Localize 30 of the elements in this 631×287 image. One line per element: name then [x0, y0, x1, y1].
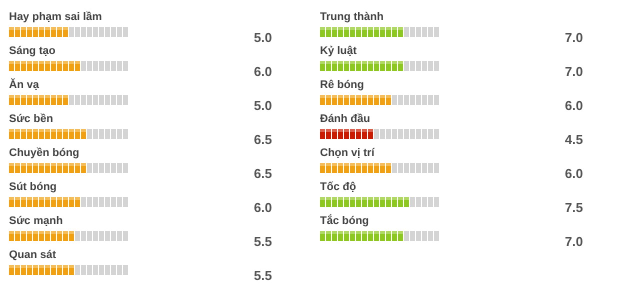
data-label: 6.0	[254, 200, 272, 215]
data-label: 4.5	[564, 132, 583, 147]
category-label: Sút bóng	[9, 181, 57, 193]
data-label: 6.0	[564, 98, 583, 113]
category-label: Tắc bóng	[320, 215, 369, 227]
category-label: Kỷ luật	[320, 45, 357, 57]
data-label: 7.0	[564, 30, 583, 45]
category-label: Hay phạm sai lầm	[9, 11, 102, 23]
data-label: 5.5	[254, 234, 272, 249]
category-label: Chuyền bóng	[9, 147, 80, 159]
data-label: 5.5	[254, 268, 272, 283]
category-label: Sức mạnh	[9, 215, 63, 227]
data-label: 6.0	[564, 166, 583, 181]
category-label: Rê bóng	[320, 79, 364, 91]
data-label: 5.0	[254, 98, 272, 113]
data-label: 7.0	[564, 234, 583, 249]
data-label: 5.0	[254, 30, 272, 45]
category-label: Sức bền	[9, 113, 54, 125]
data-label: 6.5	[254, 166, 272, 181]
data-label: 6.5	[254, 132, 272, 147]
category-label: Trung thành	[320, 11, 384, 23]
data-label: 7.0	[564, 64, 583, 79]
data-label: 6.0	[254, 64, 272, 79]
category-label: Ăn vạ	[9, 79, 39, 91]
category-label: Đánh đầu	[320, 113, 370, 125]
category-label: Quan sát	[9, 249, 56, 261]
data-label: 7.5	[564, 200, 583, 215]
category-label: Sáng tạo	[9, 45, 56, 57]
category-label: Tốc độ	[320, 181, 356, 193]
category-label: Chọn vị trí	[320, 147, 374, 159]
